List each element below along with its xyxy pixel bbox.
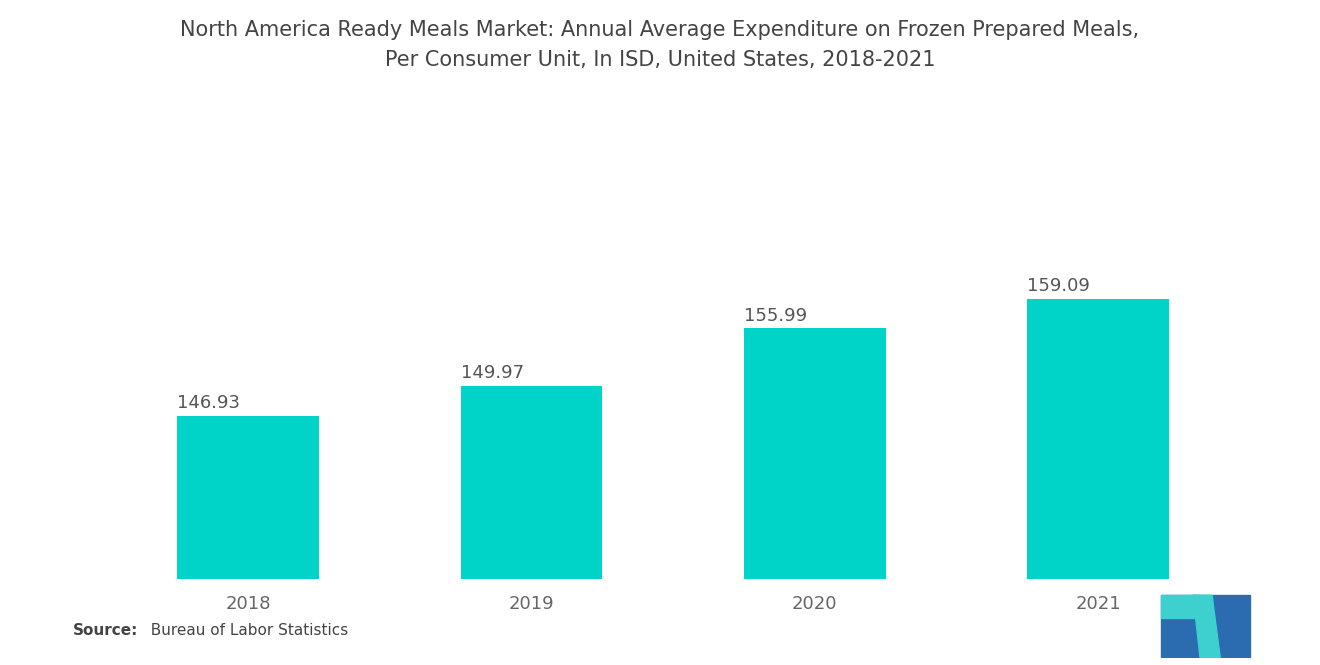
Polygon shape <box>1162 595 1200 618</box>
Polygon shape <box>1193 595 1220 658</box>
Text: Bureau of Labor Statistics: Bureau of Labor Statistics <box>141 623 348 638</box>
Polygon shape <box>1200 595 1212 658</box>
Text: 149.97: 149.97 <box>461 364 524 382</box>
Text: 146.93: 146.93 <box>177 394 240 412</box>
Bar <box>461 386 602 579</box>
Polygon shape <box>1162 595 1200 658</box>
Text: Source:: Source: <box>73 623 139 638</box>
Text: North America Ready Meals Market: Annual Average Expenditure on Frozen Prepared : North America Ready Meals Market: Annual… <box>181 20 1139 70</box>
Bar <box>744 329 886 579</box>
Polygon shape <box>1212 595 1250 658</box>
Bar <box>177 416 319 579</box>
Bar <box>1027 299 1170 579</box>
Text: 159.09: 159.09 <box>1027 277 1090 295</box>
Text: 155.99: 155.99 <box>744 307 807 325</box>
